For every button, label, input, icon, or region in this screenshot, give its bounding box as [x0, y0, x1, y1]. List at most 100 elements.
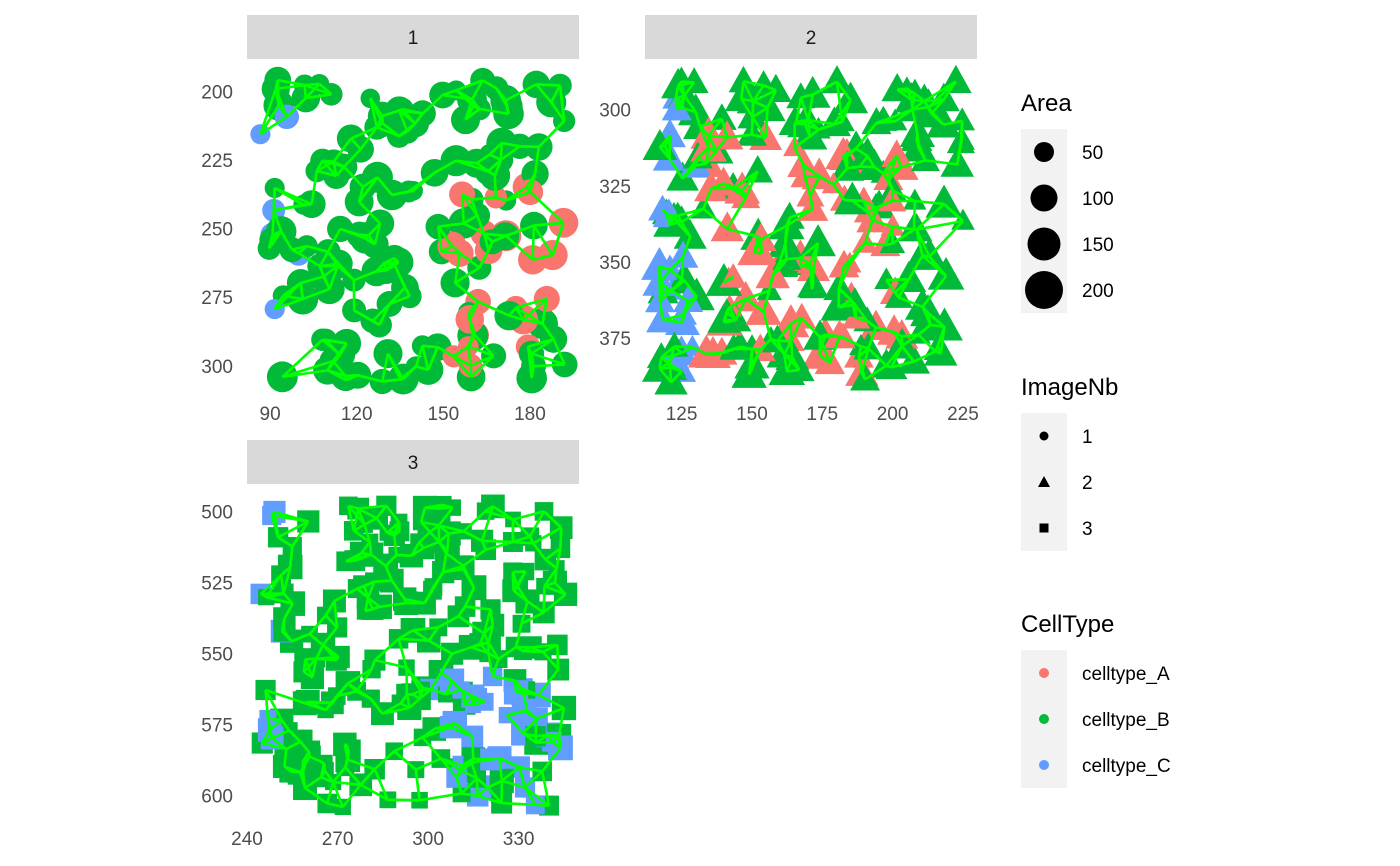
legend-shape-triangle-icon [1038, 476, 1050, 487]
neighbour-link [681, 164, 697, 180]
neighbour-link [901, 333, 919, 338]
neighbour-link [370, 659, 377, 670]
y-tick-label: 300 [201, 357, 233, 378]
neighbour-link [347, 668, 373, 685]
neighbour-link [800, 317, 821, 339]
neighbour-link [855, 316, 868, 323]
neighbour-link [382, 377, 404, 383]
neighbour-link [283, 602, 294, 620]
y-tick-label: 250 [201, 220, 233, 241]
neighbour-link [397, 629, 414, 640]
neighbour-link [381, 109, 400, 118]
neighbour-link [362, 176, 379, 188]
neighbour-link [892, 331, 904, 347]
cell-point [706, 103, 737, 130]
neighbour-link [358, 233, 367, 240]
neighbour-link [668, 367, 673, 383]
neighbour-link [321, 159, 338, 177]
neighbour-link [807, 120, 812, 137]
cell-point [910, 294, 946, 327]
neighbour-link [722, 182, 747, 199]
neighbour-link [842, 147, 857, 157]
neighbour-link [916, 219, 964, 231]
legend-celltype-label-a: celltype_A [1082, 664, 1170, 685]
neighbour-link [501, 765, 521, 782]
neighbour-link [464, 605, 491, 611]
neighbour-link [462, 510, 487, 533]
neighbour-link [793, 146, 805, 166]
neighbour-link [436, 226, 443, 252]
x-tick-label: 175 [806, 404, 838, 425]
neighbour-link [528, 510, 546, 538]
neighbour-link [274, 510, 309, 523]
neighbour-link [485, 540, 514, 551]
neighbour-link [866, 155, 876, 168]
neighbour-link [424, 503, 443, 510]
neighbour-link [864, 364, 888, 381]
neighbour-link [304, 83, 321, 99]
neighbour-link [702, 188, 713, 210]
neighbour-link [305, 93, 332, 100]
panel-1-y-axis: 200 225 250 275 300 [201, 82, 233, 377]
neighbour-link [523, 709, 538, 720]
neighbour-link [318, 251, 330, 267]
neighbour-link [393, 264, 411, 297]
neighbour-link [702, 207, 729, 230]
neighbour-link [281, 338, 324, 378]
neighbour-link [328, 265, 340, 290]
facet-strip-label-2: 2 [806, 28, 817, 49]
neighbour-link [512, 535, 531, 544]
neighbour-link [532, 526, 562, 545]
cell-point [673, 219, 707, 249]
neighbour-link [300, 275, 324, 285]
neighbour-link [890, 190, 895, 202]
neighbour-link [512, 510, 545, 521]
cell-point [679, 67, 709, 94]
facet-panel-1: 1 90 120 150 180 200 225 250 275 300 [201, 15, 579, 425]
neighbour-link [398, 637, 429, 643]
neighbour-link [783, 225, 788, 245]
neighbour-link [331, 360, 347, 377]
neighbour-link [438, 222, 464, 228]
neighbour-link [333, 780, 361, 787]
neighbour-link [397, 638, 408, 668]
facet-strip-label-3: 3 [408, 453, 419, 474]
neighbour-link [360, 783, 389, 801]
neighbour-link [751, 347, 761, 352]
neighbour-link [470, 354, 495, 378]
cell-point [761, 324, 793, 353]
cell-point [925, 184, 963, 218]
neighbour-link [480, 540, 487, 551]
neighbour-link [687, 295, 698, 303]
neighbour-link [789, 317, 803, 342]
neighbour-link [310, 170, 319, 205]
neighbour-link [353, 523, 366, 532]
neighbour-link [398, 108, 403, 112]
panel-3-links [259, 503, 567, 809]
neighbour-link [497, 645, 517, 661]
neighbour-link [438, 524, 464, 533]
neighbour-link [265, 595, 294, 605]
neighbour-link [819, 354, 831, 365]
neighbour-link [274, 79, 280, 90]
neighbour-link [522, 297, 548, 321]
neighbour-link [428, 639, 453, 655]
neighbour-link [542, 586, 546, 613]
neighbour-link [533, 221, 564, 227]
neighbour-link [515, 687, 523, 694]
neighbour-link [439, 653, 454, 674]
neighbour-link [346, 751, 350, 760]
neighbour-link [540, 771, 551, 806]
neighbour-link [335, 165, 346, 177]
legend-celltype-title: CellType [1021, 611, 1114, 638]
neighbour-link [336, 690, 357, 698]
neighbour-link [396, 553, 412, 558]
neighbour-link [412, 629, 430, 642]
neighbour-link [809, 175, 821, 197]
neighbour-link [524, 786, 550, 807]
neighbour-link [858, 155, 869, 168]
neighbour-link [504, 100, 510, 115]
neighbour-link [353, 309, 381, 327]
neighbour-link [324, 600, 336, 617]
